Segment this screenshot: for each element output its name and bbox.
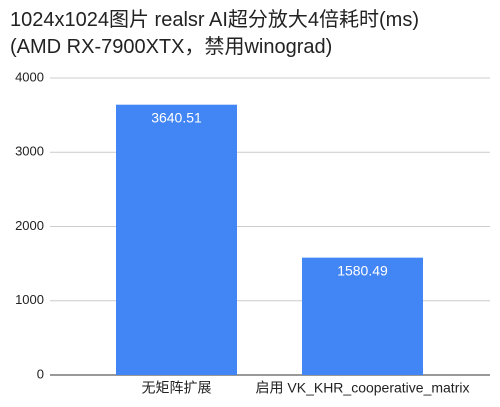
data-label: 3640.51 [151,109,202,125]
y-tick-label: 1000 [15,292,44,307]
chart-title: 1024x1024图片 realsr AI超分放大4倍耗时(ms) [10,8,419,31]
data-label: 1580.49 [337,262,388,278]
y-tick-label: 4000 [15,69,44,84]
y-tick-label: 0 [37,366,44,381]
bar [302,257,423,375]
chart-title: (AMD RX-7900XTX，禁用winograd) [10,35,332,58]
x-tick-label: 无矩阵扩展 [142,380,212,396]
y-tick-label: 3000 [15,144,44,159]
y-tick-label: 2000 [15,218,44,233]
bar [116,104,237,375]
x-tick-label: 启用 VK_KHR_cooperative_matrix [256,380,470,396]
